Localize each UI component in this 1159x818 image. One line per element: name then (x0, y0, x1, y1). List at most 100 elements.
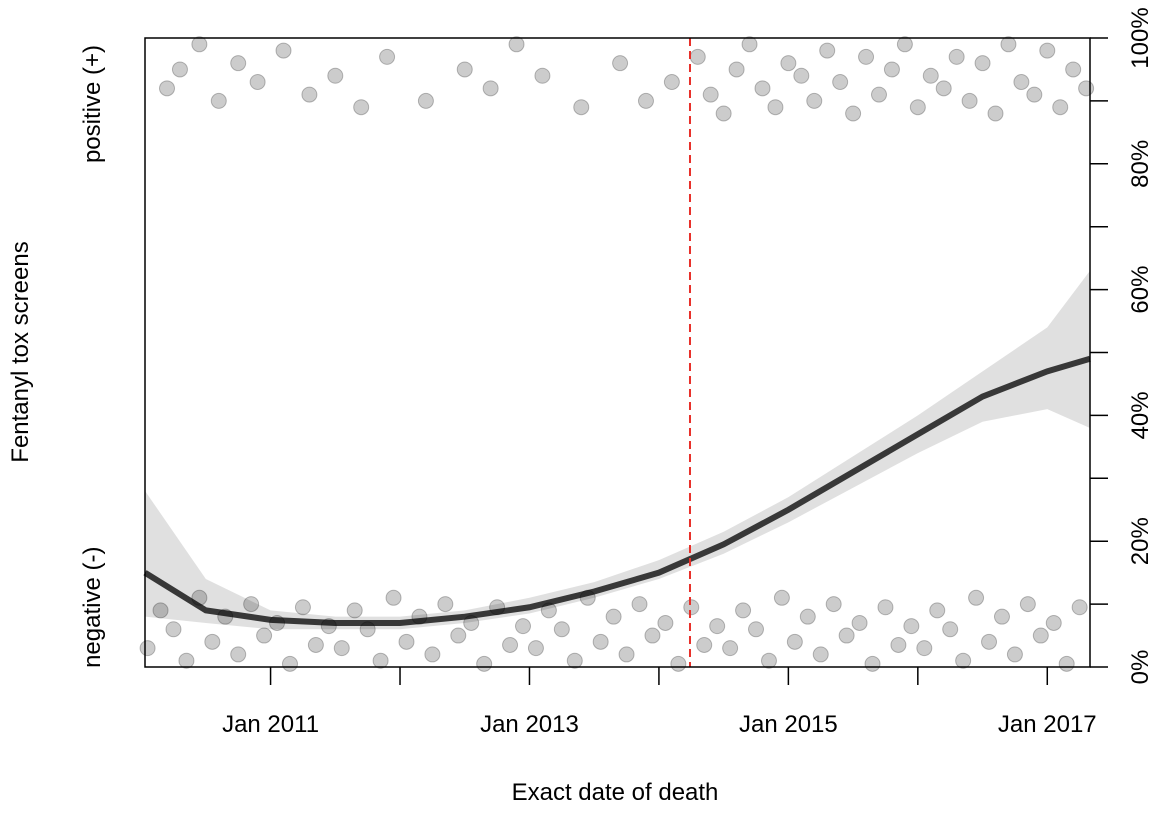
data-point (838, 627, 855, 644)
data-point (230, 55, 247, 72)
data-point (573, 99, 590, 116)
data-point (974, 55, 991, 72)
data-point (922, 67, 939, 84)
data-point (689, 48, 706, 65)
data-point (482, 80, 499, 97)
data-point (165, 621, 182, 638)
fit-line (143, 355, 1091, 626)
data-point (424, 646, 441, 663)
data-point (508, 36, 525, 53)
data-point (819, 42, 836, 59)
data-point (968, 589, 985, 606)
data-point (644, 627, 661, 644)
x-axis-title: Exact date of death (512, 779, 719, 806)
data-point (249, 74, 266, 91)
data-point (256, 627, 273, 644)
x-tick-label: Jan 2017 (998, 711, 1097, 738)
data-point (527, 640, 544, 657)
data-point (502, 636, 519, 653)
data-point (450, 627, 467, 644)
data-point (230, 646, 247, 663)
data-point (398, 633, 415, 650)
data-point (961, 92, 978, 109)
data-point (417, 92, 434, 109)
data-point (767, 99, 784, 116)
data-point (858, 48, 875, 65)
data-point (353, 99, 370, 116)
data-point (566, 652, 583, 669)
data-point (812, 646, 829, 663)
data-point (152, 602, 169, 619)
data-point (670, 655, 687, 672)
data-point (903, 618, 920, 635)
data-point (1058, 655, 1075, 672)
data-point (715, 105, 732, 122)
data-point (832, 74, 849, 91)
x-tick-label: Jan 2013 (480, 711, 579, 738)
data-point (760, 652, 777, 669)
data-point (372, 652, 389, 669)
data-point (191, 36, 208, 53)
data-point (786, 633, 803, 650)
data-point (637, 92, 654, 109)
data-point (870, 86, 887, 103)
data-point (806, 92, 823, 109)
data-point (825, 596, 842, 613)
data-point (294, 599, 311, 616)
data-point (1052, 99, 1069, 116)
data-point (534, 67, 551, 84)
fit-band (145, 270, 1090, 630)
data-point (935, 80, 952, 97)
data-point (243, 596, 260, 613)
data-point (709, 618, 726, 635)
data-point (993, 608, 1010, 625)
y-category-label: negative (-) (79, 547, 106, 668)
y-category-label: positive (+) (79, 45, 106, 163)
data-point (728, 61, 745, 78)
data-point (1006, 646, 1023, 663)
data-point (851, 614, 868, 631)
data-point (159, 80, 176, 97)
y-axis-title: Fentanyl tox screens (7, 241, 34, 462)
y2-tick-label: 60% (1127, 266, 1154, 314)
x-tick-label: Jan 2011 (222, 711, 319, 738)
data-point (612, 55, 629, 72)
data-point (735, 602, 752, 619)
y2-tick-label: 40% (1127, 391, 1154, 439)
data-point (741, 36, 758, 53)
data-point (210, 92, 227, 109)
y2-tick-label: 20% (1127, 517, 1154, 565)
data-point (281, 655, 298, 672)
data-point (1013, 74, 1030, 91)
data-point (456, 61, 473, 78)
data-point (1078, 80, 1095, 97)
data-point (896, 36, 913, 53)
data-point (845, 105, 862, 122)
data-point (515, 618, 531, 635)
data-point (1045, 614, 1062, 631)
data-point (327, 67, 344, 84)
data-point (883, 61, 900, 78)
data-point (793, 67, 810, 84)
data-point (1039, 42, 1056, 59)
data-point (171, 61, 188, 78)
data-point (864, 655, 881, 672)
data-point (981, 633, 998, 650)
data-point (1032, 627, 1049, 644)
data-point (1019, 596, 1036, 613)
data-point (437, 596, 454, 613)
data-point (379, 48, 396, 65)
data-point (754, 80, 771, 97)
data-point (909, 99, 926, 116)
data-point (1071, 599, 1088, 616)
y2-tick-label: 80% (1127, 140, 1154, 188)
data-point (929, 602, 946, 619)
data-point (333, 640, 350, 657)
data-point (799, 608, 816, 625)
data-point (476, 655, 493, 672)
data-point (553, 621, 570, 638)
x-tick-label: Jan 2015 (739, 711, 838, 738)
data-point (385, 589, 402, 606)
